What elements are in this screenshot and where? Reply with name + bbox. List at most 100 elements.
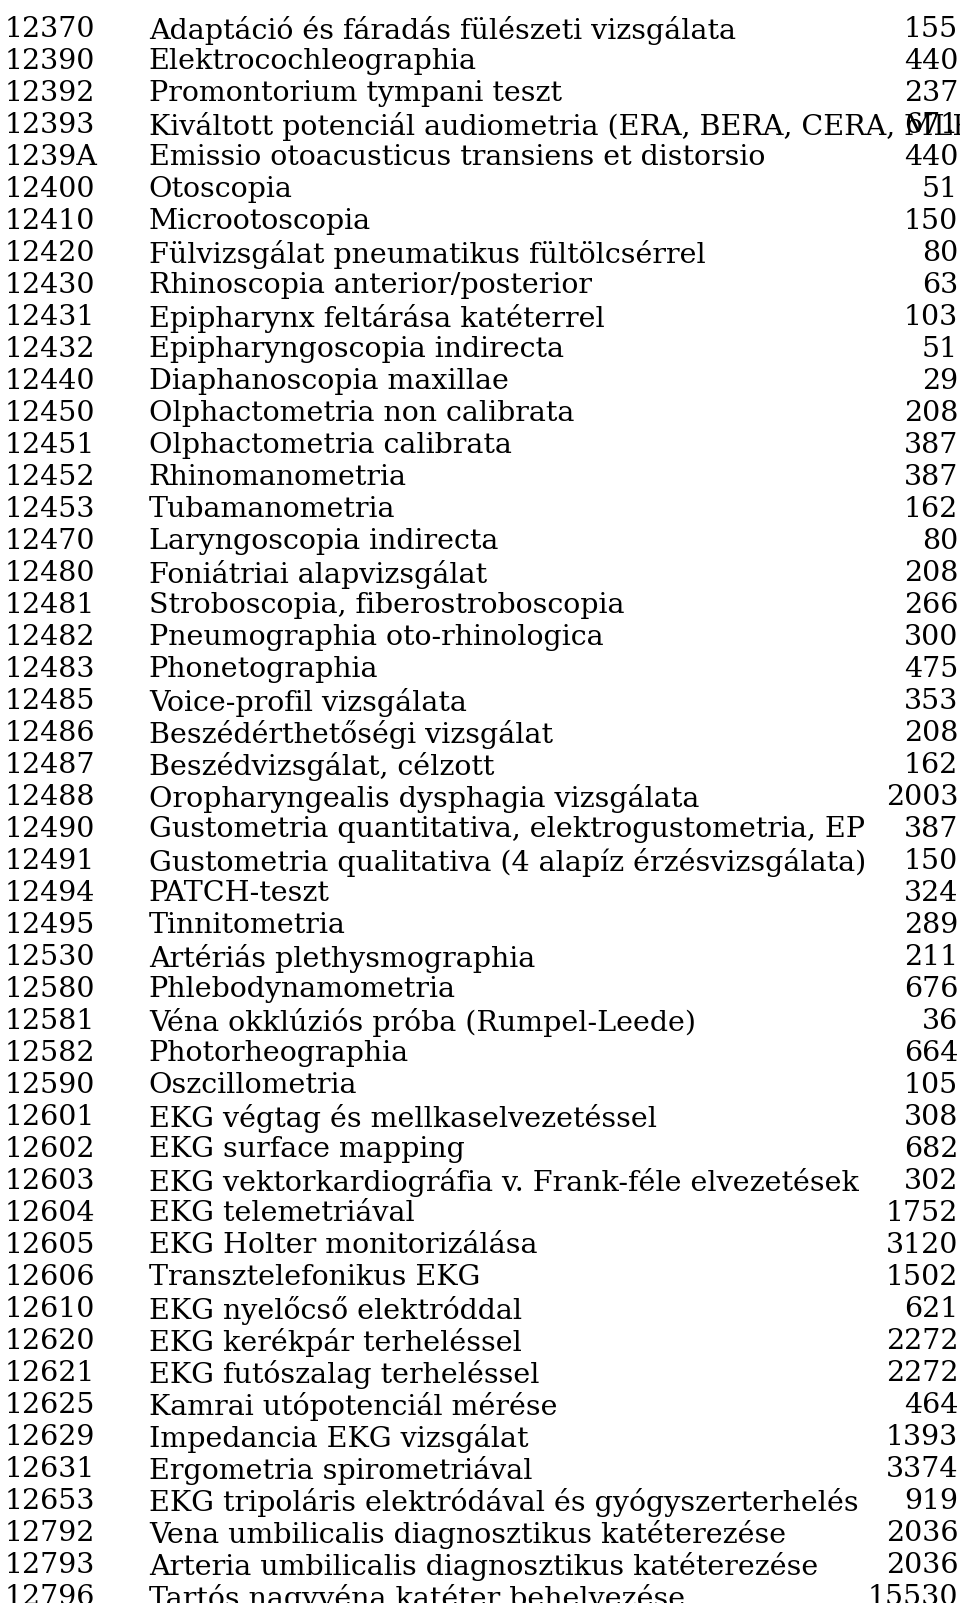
Text: 63: 63 [922, 273, 958, 300]
Text: 12481: 12481 [5, 592, 95, 619]
Text: 2036: 2036 [885, 1520, 958, 1547]
Text: Véna okklúziós próba (Rumpel-Leede): Véna okklúziós próba (Rumpel-Leede) [149, 1008, 696, 1037]
Text: 29: 29 [922, 369, 958, 394]
Text: 12450: 12450 [5, 401, 95, 426]
Text: 12488: 12488 [5, 784, 95, 811]
Text: 12631: 12631 [5, 1456, 95, 1483]
Text: 387: 387 [903, 431, 958, 458]
Text: 12605: 12605 [5, 1233, 95, 1258]
Text: 12793: 12793 [5, 1552, 95, 1579]
Text: Promontorium tympani teszt: Promontorium tympani teszt [149, 80, 562, 107]
Text: 2272: 2272 [885, 1359, 958, 1387]
Text: Pneumographia oto-rhinologica: Pneumographia oto-rhinologica [149, 624, 604, 651]
Text: 1393: 1393 [886, 1423, 958, 1451]
Text: Beszédvizsgálat, célzott: Beszédvizsgálat, célzott [149, 752, 494, 781]
Text: Epipharyngoscopia indirecta: Epipharyngoscopia indirecta [149, 337, 564, 362]
Text: EKG vektorkardiográfia v. Frank-féle elvezetések: EKG vektorkardiográfia v. Frank-féle elv… [149, 1169, 858, 1197]
Text: 105: 105 [903, 1072, 958, 1100]
Text: 103: 103 [903, 305, 958, 330]
Text: 289: 289 [903, 912, 958, 939]
Text: 12451: 12451 [5, 431, 95, 458]
Text: Gustometria quantitativa, elektrogustometria, EP: Gustometria quantitativa, elektrogustome… [149, 816, 865, 843]
Text: 12487: 12487 [5, 752, 95, 779]
Text: 36: 36 [922, 1008, 958, 1036]
Text: Tinnitometria: Tinnitometria [149, 912, 346, 939]
Text: 162: 162 [903, 752, 958, 779]
Text: 12390: 12390 [5, 48, 95, 75]
Text: EKG Holter monitorizálása: EKG Holter monitorizálása [149, 1233, 538, 1258]
Text: 12430: 12430 [5, 273, 95, 300]
Text: 162: 162 [903, 495, 958, 523]
Text: 676: 676 [903, 976, 958, 1003]
Text: EKG surface mapping: EKG surface mapping [149, 1137, 465, 1164]
Text: 671: 671 [903, 112, 958, 139]
Text: 302: 302 [903, 1169, 958, 1194]
Text: Beszédérthetőségi vizsgálat: Beszédérthetőségi vizsgálat [149, 720, 553, 749]
Text: 150: 150 [903, 848, 958, 875]
Text: 80: 80 [922, 527, 958, 555]
Text: 475: 475 [903, 656, 958, 683]
Text: Oszcillometria: Oszcillometria [149, 1072, 357, 1100]
Text: Ergometria spirometriával: Ergometria spirometriával [149, 1456, 532, 1484]
Text: 324: 324 [903, 880, 958, 907]
Text: EKG nyelőcső elektróddal: EKG nyelőcső elektróddal [149, 1295, 522, 1326]
Text: Kamrai utópotenciál mérése: Kamrai utópotenciál mérése [149, 1391, 558, 1420]
Text: 664: 664 [903, 1040, 958, 1068]
Text: 12590: 12590 [5, 1072, 95, 1100]
Text: 12602: 12602 [5, 1137, 95, 1164]
Text: 12581: 12581 [5, 1008, 95, 1036]
Text: 12495: 12495 [5, 912, 95, 939]
Text: Rhinoscopia anterior/posterior: Rhinoscopia anterior/posterior [149, 273, 591, 300]
Text: 919: 919 [904, 1488, 958, 1515]
Text: 208: 208 [903, 401, 958, 426]
Text: 12653: 12653 [5, 1488, 95, 1515]
Text: Diaphanoscopia maxillae: Diaphanoscopia maxillae [149, 369, 509, 394]
Text: 12601: 12601 [5, 1104, 95, 1132]
Text: 2003: 2003 [885, 784, 958, 811]
Text: 387: 387 [903, 463, 958, 491]
Text: 12420: 12420 [5, 240, 95, 268]
Text: 12480: 12480 [5, 559, 95, 587]
Text: Fülvizsgálat pneumatikus fültölcsérrel: Fülvizsgálat pneumatikus fültölcsérrel [149, 240, 706, 269]
Text: 464: 464 [903, 1391, 958, 1419]
Text: 12530: 12530 [5, 944, 95, 971]
Text: 12431: 12431 [5, 305, 95, 330]
Text: 51: 51 [922, 176, 958, 204]
Text: Phlebodynamometria: Phlebodynamometria [149, 976, 456, 1003]
Text: 51: 51 [922, 337, 958, 362]
Text: Olphactometria calibrata: Olphactometria calibrata [149, 431, 512, 458]
Text: 15530: 15530 [868, 1584, 958, 1603]
Text: 12440: 12440 [5, 369, 95, 394]
Text: 12610: 12610 [5, 1295, 95, 1322]
Text: 150: 150 [903, 208, 958, 236]
Text: Tartós nagyvéna katéter behelyezése: Tartós nagyvéna katéter behelyezése [149, 1584, 684, 1603]
Text: 440: 440 [903, 48, 958, 75]
Text: 12432: 12432 [5, 337, 95, 362]
Text: 12392: 12392 [5, 80, 95, 107]
Text: 12604: 12604 [5, 1201, 95, 1226]
Text: 3120: 3120 [886, 1233, 958, 1258]
Text: 300: 300 [903, 624, 958, 651]
Text: 237: 237 [903, 80, 958, 107]
Text: 621: 621 [903, 1295, 958, 1322]
Text: Oropharyngealis dysphagia vizsgálata: Oropharyngealis dysphagia vizsgálata [149, 784, 699, 813]
Text: Kiváltott potenciál audiometria (ERA, BERA, CERA, MLR): Kiváltott potenciál audiometria (ERA, BE… [149, 112, 960, 141]
Text: Arteria umbilicalis diagnosztikus katéterezése: Arteria umbilicalis diagnosztikus katéte… [149, 1552, 818, 1581]
Text: 308: 308 [903, 1104, 958, 1132]
Text: 12470: 12470 [5, 527, 95, 555]
Text: 12494: 12494 [5, 880, 95, 907]
Text: Vena umbilicalis diagnosztikus katéterezése: Vena umbilicalis diagnosztikus katéterez… [149, 1520, 786, 1548]
Text: Adaptáció és fáradás fülészeti vizsgálata: Adaptáció és fáradás fülészeti vizsgálat… [149, 16, 735, 45]
Text: 12482: 12482 [5, 624, 95, 651]
Text: 2272: 2272 [885, 1327, 958, 1355]
Text: 12486: 12486 [5, 720, 95, 747]
Text: Artériás plethysmographia: Artériás plethysmographia [149, 944, 535, 973]
Text: Transztelefonikus EKG: Transztelefonikus EKG [149, 1265, 480, 1290]
Text: 208: 208 [903, 559, 958, 587]
Text: 208: 208 [903, 720, 958, 747]
Text: 12452: 12452 [5, 463, 95, 491]
Text: Photorheographia: Photorheographia [149, 1040, 409, 1068]
Text: 12629: 12629 [5, 1423, 95, 1451]
Text: 353: 353 [903, 688, 958, 715]
Text: 12792: 12792 [5, 1520, 95, 1547]
